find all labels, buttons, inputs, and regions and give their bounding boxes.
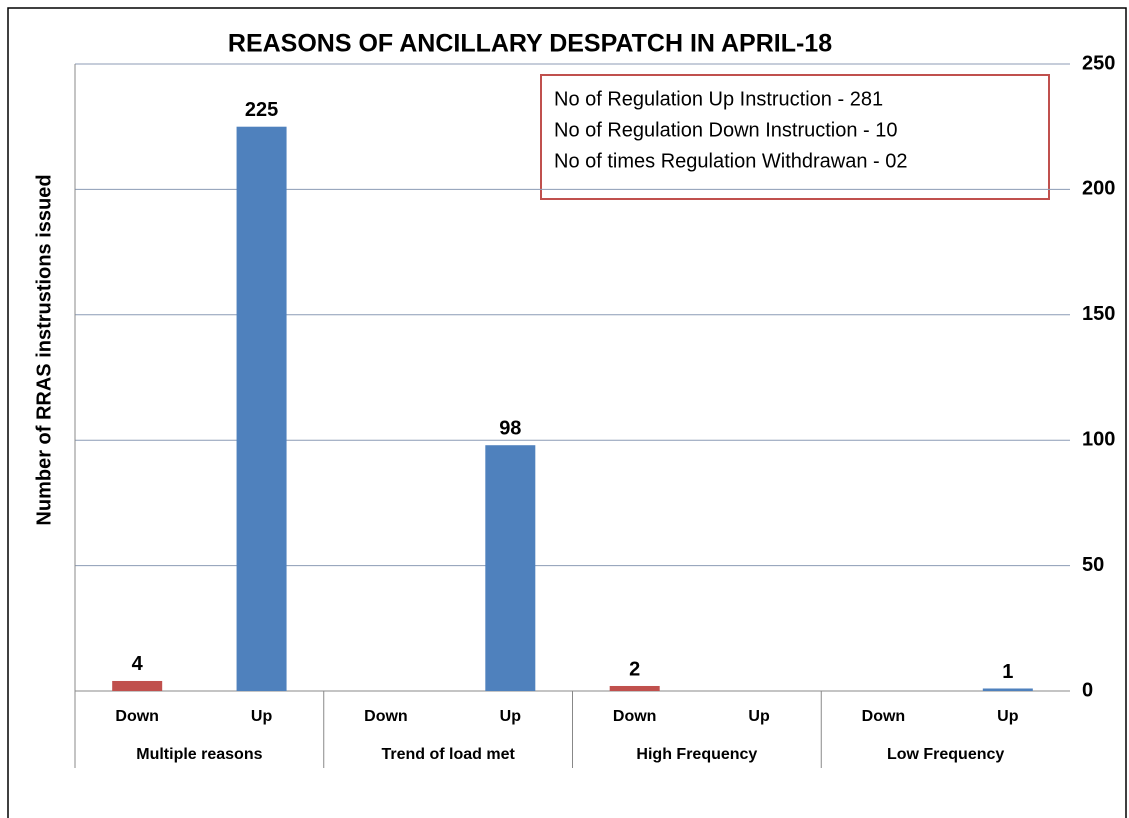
- value-label: 1: [1002, 661, 1013, 683]
- annotation-line: No of Regulation Down Instruction - 10: [554, 119, 898, 141]
- y-tick-label: 200: [1082, 178, 1115, 200]
- x-tick-label: Up: [997, 708, 1019, 725]
- group-label: Trend of load met: [381, 746, 515, 763]
- x-tick-label: Down: [364, 708, 408, 725]
- value-label: 4: [132, 653, 144, 675]
- annotation-line: No of Regulation Up Instruction - 281: [554, 88, 883, 110]
- bar: [982, 688, 1033, 691]
- y-axis-title: Number of RRAS instrustions issued: [33, 174, 55, 525]
- bar: [112, 680, 163, 691]
- value-label: 2: [629, 658, 640, 680]
- group-label: High Frequency: [636, 746, 757, 763]
- x-tick-label: Down: [613, 708, 657, 725]
- y-tick-label: 100: [1082, 428, 1115, 450]
- bar: [485, 445, 536, 691]
- annotation-box: [540, 74, 1050, 200]
- bar: [236, 126, 287, 691]
- value-label: 98: [499, 417, 521, 439]
- chart-title: REASONS OF ANCILLARY DESPATCH IN APRIL-1…: [228, 30, 832, 58]
- x-tick-label: Down: [115, 708, 159, 725]
- y-tick-label: 250: [1082, 52, 1115, 74]
- frame: [7, 7, 1127, 818]
- y-tick-label: 50: [1082, 554, 1104, 576]
- value-label: 225: [245, 99, 278, 121]
- annotation-line: No of times Regulation Withdrawan - 02: [554, 150, 908, 172]
- x-tick-label: Down: [862, 708, 906, 725]
- y-tick-label: 0: [1082, 679, 1093, 701]
- bar: [609, 685, 660, 691]
- group-label: Multiple reasons: [136, 746, 262, 763]
- x-tick-label: Up: [251, 708, 273, 725]
- x-tick-label: Up: [500, 708, 522, 725]
- group-label: Low Frequency: [887, 746, 1004, 763]
- x-tick-label: Up: [748, 708, 770, 725]
- y-tick-label: 150: [1082, 303, 1115, 325]
